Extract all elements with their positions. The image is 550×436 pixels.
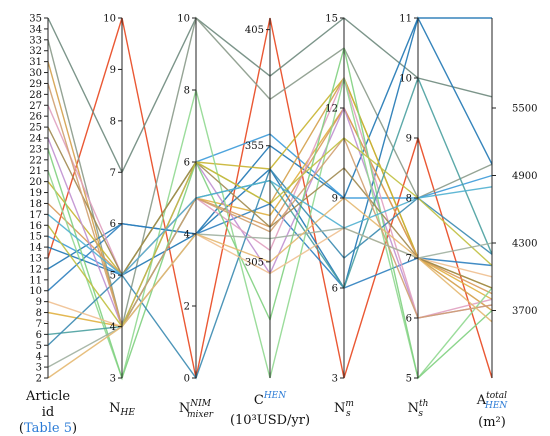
tick-label-n_he-6: 6	[110, 219, 116, 230]
tick-label-article-24: 24	[29, 134, 42, 145]
tick-label-n_s_th-8: 8	[406, 194, 412, 205]
tick-label-article-28: 28	[29, 90, 42, 101]
axis-label-n-s-m: Nm s	[334, 399, 354, 419]
tick-label-c_hen-305: 305	[245, 257, 264, 268]
tick-label-n_mixer-6: 6	[184, 158, 190, 169]
axis-label-c-hen: CHEN	[254, 391, 287, 408]
tick-label-article-16: 16	[29, 221, 42, 232]
tick-label-c_hen-355: 355	[245, 141, 264, 152]
tick-label-article-31: 31	[29, 57, 42, 68]
tick-label-article-23: 23	[29, 144, 42, 155]
tick-label-article-5: 5	[36, 341, 42, 352]
tick-label-article-22: 22	[29, 155, 42, 166]
axis-label-article-line2: id	[42, 405, 54, 420]
table-5-link[interactable]: Table 5	[24, 421, 72, 436]
tick-label-article-9: 9	[36, 297, 42, 308]
tick-label-n_s_th-10: 10	[399, 74, 412, 85]
axis-label-c-hen-unit: (10³USD/yr)	[230, 413, 310, 428]
tick-label-article-29: 29	[29, 79, 42, 90]
tick-label-n_s_m-12: 12	[325, 104, 338, 115]
tick-label-article-34: 34	[29, 24, 42, 35]
tick-label-article-12: 12	[29, 264, 42, 275]
tick-label-n_mixer-0: 0	[184, 374, 190, 385]
tick-label-n_s_th-5: 5	[406, 374, 412, 385]
tick-label-n_s_m-9: 9	[332, 194, 338, 205]
tick-label-n_he-8: 8	[110, 116, 116, 127]
axis-label-n-s-th: Nth s	[408, 399, 429, 419]
tick-label-n_s_th-9: 9	[406, 134, 412, 145]
tick-label-article-4: 4	[36, 352, 42, 363]
tick-label-n_he-10: 10	[103, 14, 116, 25]
axis-label-article-line1: Article	[25, 389, 70, 404]
tick-label-article-2: 2	[36, 374, 42, 385]
tick-label-n_s_th-7: 7	[406, 254, 412, 265]
tick-label-a_total-4900: 4900	[512, 171, 537, 182]
tick-label-n_he-4: 4	[110, 322, 116, 333]
tick-label-n_mixer-4: 4	[184, 230, 190, 241]
tick-label-article-17: 17	[29, 210, 42, 221]
tick-label-article-8: 8	[36, 308, 42, 319]
tick-label-n_he-3: 3	[110, 374, 116, 385]
tick-label-n_s_m-15: 15	[325, 14, 338, 25]
tick-label-article-10: 10	[29, 286, 42, 297]
tick-label-article-26: 26	[29, 112, 42, 123]
tick-label-n_mixer-2: 2	[184, 302, 190, 313]
axis-label-a-total-unit: (m²)	[478, 415, 506, 430]
axis-label-n-mixer: NNIM mixer	[179, 399, 214, 420]
tick-label-n_s_m-3: 3	[332, 374, 338, 385]
axis-label-article-table-link: (Table 5)	[19, 421, 77, 436]
tick-label-article-6: 6	[36, 330, 42, 341]
tick-label-n_s_th-6: 6	[406, 314, 412, 325]
axes: 2345678910111213141516171819202122232425…	[29, 14, 537, 385]
tick-label-article-33: 33	[29, 35, 42, 46]
tick-label-article-11: 11	[29, 275, 42, 286]
tick-label-article-3: 3	[36, 363, 42, 374]
tick-label-article-21: 21	[29, 166, 42, 177]
tick-label-n_mixer-8: 8	[184, 86, 190, 97]
tick-label-article-35: 35	[29, 14, 42, 25]
tick-label-article-15: 15	[29, 232, 42, 243]
tick-label-article-32: 32	[29, 46, 42, 57]
tick-label-n_he-7: 7	[110, 168, 116, 179]
tick-label-n_he-5: 5	[110, 271, 116, 282]
tick-label-a_total-3700: 3700	[512, 306, 537, 317]
tick-label-a_total-4300: 4300	[512, 239, 537, 250]
axis-label-n-he: NHE	[109, 401, 135, 418]
tick-label-n_he-9: 9	[110, 65, 116, 76]
axis-label-a-total: Atotal HEN	[476, 391, 509, 411]
tick-label-article-13: 13	[29, 254, 42, 265]
tick-label-article-18: 18	[29, 199, 42, 210]
tick-label-n_s_m-6: 6	[332, 284, 338, 295]
tick-label-article-14: 14	[29, 243, 42, 254]
tick-label-article-20: 20	[29, 177, 42, 188]
tick-label-n_s_th-11: 11	[399, 14, 412, 25]
tick-label-article-19: 19	[29, 188, 42, 199]
tick-label-n_mixer-10: 10	[177, 14, 190, 25]
tick-label-c_hen-405: 405	[245, 25, 264, 36]
tick-label-article-27: 27	[29, 101, 42, 112]
tick-label-article-25: 25	[29, 123, 42, 134]
tick-label-article-7: 7	[36, 319, 42, 330]
tick-label-a_total-5500: 5500	[512, 104, 537, 115]
tick-label-article-30: 30	[29, 68, 42, 79]
